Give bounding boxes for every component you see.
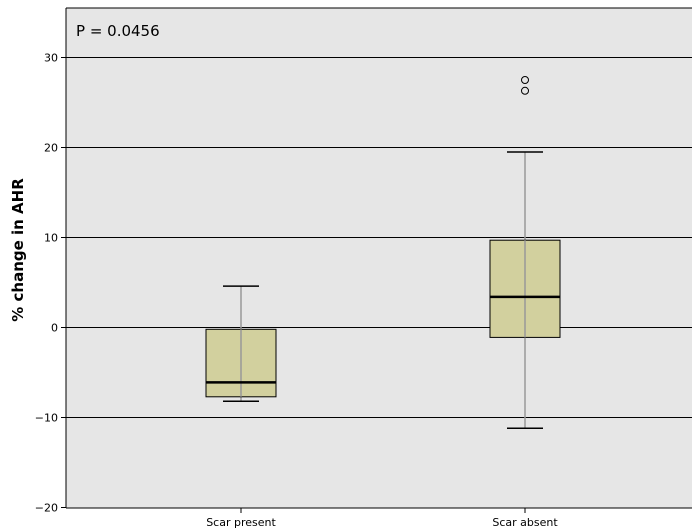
y-tick-label: −20 xyxy=(35,502,58,515)
x-category-label: Scar present xyxy=(206,516,276,529)
y-axis: −20 −10 0 10 20 30 xyxy=(35,8,67,515)
y-tick-label: 10 xyxy=(44,232,58,245)
y-tick-label: 0 xyxy=(51,322,58,335)
boxes xyxy=(205,76,561,430)
y-tick-label: 30 xyxy=(44,52,58,65)
x-axis: Scar present Scar absent xyxy=(66,7,692,529)
grid-lines xyxy=(66,57,692,418)
box-group xyxy=(489,76,561,430)
plot-background xyxy=(66,8,692,508)
p-value-annotation: P = 0.0456 xyxy=(76,22,160,40)
outlier-point xyxy=(521,76,529,84)
y-tick-label: 20 xyxy=(44,142,58,155)
y-tick-label: −10 xyxy=(35,412,58,425)
box-group xyxy=(205,285,277,403)
y-axis-title: % change in AHR xyxy=(9,178,27,322)
outlier-point xyxy=(521,86,529,95)
x-category-label: Scar absent xyxy=(492,516,558,529)
